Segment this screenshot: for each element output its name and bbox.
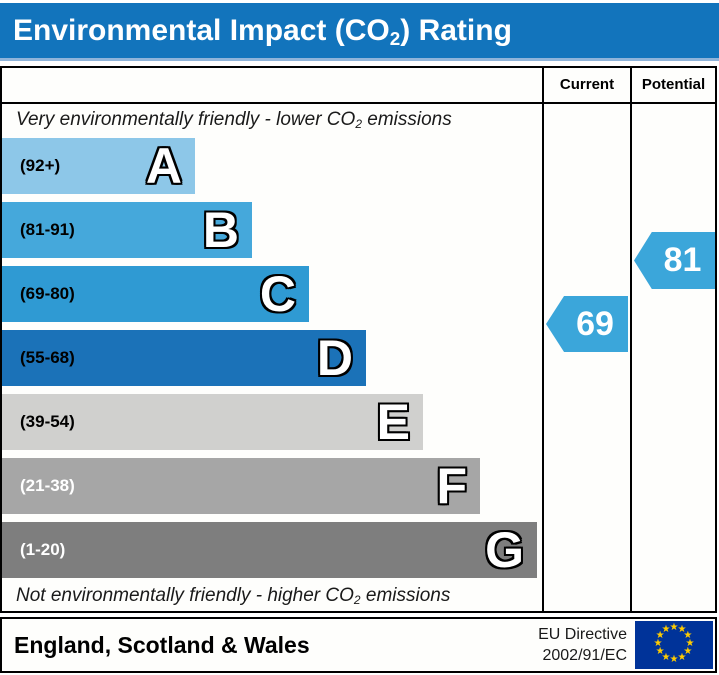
current-rating-arrow: 69 — [546, 296, 628, 352]
band-row-e: (39-54) E — [2, 394, 542, 450]
current-rating-value: 69 — [576, 304, 614, 343]
star-icon: ★ — [669, 654, 679, 665]
band-letter: C — [259, 266, 296, 322]
potential-rating-arrow: 81 — [634, 232, 715, 289]
top-note: Very environmentally friendly - lower CO… — [16, 104, 452, 136]
star-icon: ★ — [661, 624, 671, 636]
band-bar: (21-38) F — [2, 458, 480, 514]
chart-title-text: Environmental Impact (CO — [13, 14, 390, 47]
chart-title: Environmental Impact (CO2) Rating — [0, 3, 719, 62]
band-letter: D — [316, 330, 353, 386]
eu-directive-line2: 2002/91/EC — [542, 647, 627, 664]
band-bar: (92+) A — [2, 138, 195, 194]
bottom-note-text: Not environmentally friendly - higher CO — [16, 585, 354, 606]
eu-directive-line1: EU Directive — [538, 626, 627, 643]
bottom-note-text-end: emissions — [360, 585, 451, 606]
star-icon: ★ — [677, 651, 687, 663]
star-icon: ★ — [683, 646, 693, 657]
current-column-header: Current — [559, 76, 615, 93]
band-letter: B — [202, 202, 239, 258]
potential-column-divider — [630, 68, 632, 611]
table-header-row: Current Potential — [2, 68, 715, 104]
band-letter: F — [436, 458, 467, 514]
current-column-divider — [542, 68, 544, 611]
star-icon: ★ — [653, 638, 663, 649]
potential-column-header: Potential — [641, 76, 706, 93]
eu-flag-icon: ★ ★ ★ ★ ★ ★ ★ ★ ★ ★ ★ ★ — [635, 621, 713, 669]
band-row-g: (1-20) G — [2, 522, 542, 578]
star-icon: ★ — [683, 630, 693, 641]
star-icon: ★ — [655, 646, 665, 657]
band-row-b: (81-91) B — [2, 202, 542, 258]
header-underline — [0, 58, 719, 61]
band-range-label: (21-38) — [20, 476, 75, 495]
chart-title-subscript: 2 — [389, 28, 401, 50]
band-range-label: (39-54) — [20, 412, 75, 431]
rating-table: Current Potential Very environmentally f… — [0, 66, 717, 613]
star-icon: ★ — [661, 651, 671, 663]
band-bar: (55-68) D — [2, 330, 366, 386]
band-letter: E — [376, 394, 410, 450]
band-range-label: (92+) — [20, 156, 61, 175]
band-row-d: (55-68) D — [2, 330, 542, 386]
top-note-subscript: 2 — [355, 116, 362, 131]
band-letter: A — [145, 138, 182, 194]
star-icon: ★ — [677, 624, 687, 636]
star-icon: ★ — [669, 622, 679, 633]
footer: England, Scotland & Wales EU Directive 2… — [0, 617, 717, 673]
top-note-text-end: emissions — [361, 109, 452, 130]
band-bar: (69-80) C — [2, 266, 309, 322]
band-range-label: (81-91) — [20, 220, 75, 239]
bottom-note-subscript: 2 — [353, 592, 361, 607]
star-icon: ★ — [655, 630, 665, 641]
band-range-label: (1-20) — [20, 540, 66, 559]
band-bar: (1-20) G — [2, 522, 537, 578]
region-label: England, Scotland & Wales — [14, 632, 310, 658]
chart-title-text-end: ) Rating — [400, 14, 512, 47]
band-bar: (81-91) B — [2, 202, 252, 258]
bands: (92+) A (81-91) B (69-80) C (55-68) D (3… — [2, 138, 542, 586]
band-range-label: (69-80) — [20, 284, 75, 303]
chart-title-bar: Environmental Impact (CO2) Rating — [0, 3, 719, 58]
band-bar: (39-54) E — [2, 394, 423, 450]
band-row-a: (92+) A — [2, 138, 542, 194]
band-letter: G — [485, 522, 524, 578]
top-note-text: Very environmentally friendly - lower CO — [16, 109, 356, 130]
band-row-c: (69-80) C — [2, 266, 542, 322]
potential-rating-value: 81 — [663, 241, 702, 279]
band-row-f: (21-38) F — [2, 458, 542, 514]
star-icon: ★ — [685, 638, 695, 649]
bottom-note: Not environmentally friendly - higher CO… — [16, 582, 450, 610]
band-range-label: (55-68) — [20, 348, 75, 367]
eu-directive-label: EU Directive 2002/91/EC — [538, 624, 627, 666]
